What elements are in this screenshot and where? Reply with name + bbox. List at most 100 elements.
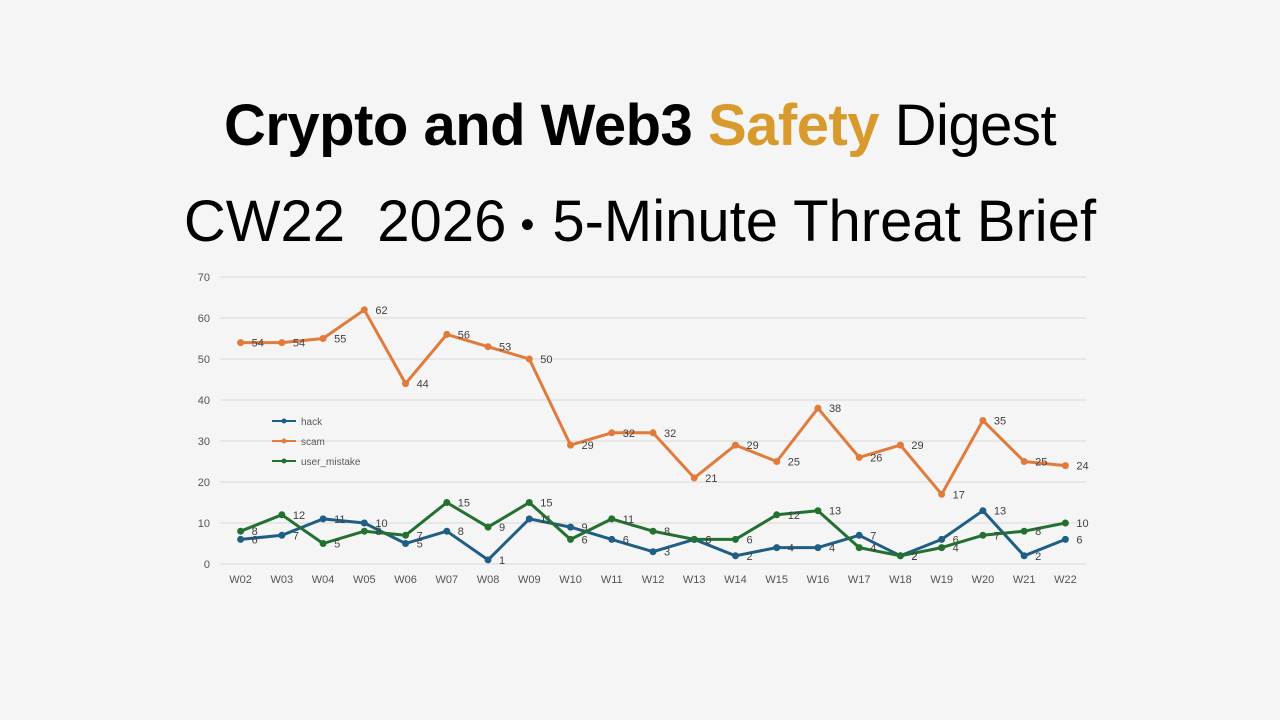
data-point xyxy=(649,548,657,556)
subtitle-rest: 5-Minute Threat Brief xyxy=(552,189,1097,254)
data-label: 11 xyxy=(540,514,551,526)
data-point xyxy=(814,544,822,552)
legend-marker xyxy=(281,458,287,464)
x-tick-label: W12 xyxy=(642,574,665,586)
data-label: 10 xyxy=(375,518,387,530)
data-point xyxy=(773,544,781,552)
data-point xyxy=(979,531,987,539)
subtitle-year: 2026 xyxy=(377,189,507,254)
data-point xyxy=(731,552,739,560)
x-tick-label: W07 xyxy=(435,574,458,586)
data-label: 26 xyxy=(870,452,882,464)
data-point xyxy=(855,544,863,552)
data-label: 3 xyxy=(664,547,670,559)
data-point xyxy=(896,552,904,560)
data-label: 6 xyxy=(623,534,629,546)
data-point xyxy=(855,453,863,461)
data-label: 8 xyxy=(252,526,258,538)
data-point xyxy=(690,474,698,482)
data-label: 9 xyxy=(582,522,588,534)
data-label: 5 xyxy=(334,539,340,551)
legend-marker xyxy=(281,418,287,424)
legend-label: scam xyxy=(301,437,325,448)
data-point xyxy=(1020,527,1028,535)
y-tick-label: 70 xyxy=(198,272,210,284)
data-point xyxy=(731,535,739,543)
data-label: 6 xyxy=(582,534,588,546)
legend-label: hack xyxy=(301,417,323,428)
data-point xyxy=(814,507,822,515)
data-label: 5 xyxy=(417,539,423,551)
data-label: 4 xyxy=(829,543,835,555)
data-label: 38 xyxy=(829,403,841,415)
data-label: 11 xyxy=(623,514,634,526)
data-label: 54 xyxy=(293,338,305,350)
data-point xyxy=(773,458,781,465)
data-point xyxy=(237,339,245,347)
data-point xyxy=(525,355,533,363)
legend-item-user_mistake: user_mistake xyxy=(272,457,361,468)
subtitle-separator: • xyxy=(520,203,535,248)
data-point xyxy=(319,515,327,523)
data-point xyxy=(360,519,368,527)
x-tick-label: W22 xyxy=(1054,574,1077,586)
x-tick-label: W10 xyxy=(559,574,582,586)
data-label: 25 xyxy=(788,457,800,469)
x-tick-label: W17 xyxy=(848,574,871,586)
data-label: 2 xyxy=(911,551,917,563)
data-point xyxy=(731,441,739,449)
data-label: 6 xyxy=(1076,534,1082,546)
data-point xyxy=(484,556,492,564)
x-tick-label: W19 xyxy=(930,574,953,586)
data-label: 29 xyxy=(582,440,594,452)
data-point xyxy=(608,429,616,437)
page-title: Crypto and Web3 Safety Digest xyxy=(0,92,1280,159)
y-tick-label: 30 xyxy=(198,436,210,448)
data-point xyxy=(278,531,286,539)
data-point xyxy=(567,441,575,449)
data-point xyxy=(278,511,286,519)
data-point xyxy=(360,306,368,314)
x-tick-label: W08 xyxy=(477,574,500,586)
data-point xyxy=(608,515,616,523)
data-point xyxy=(1061,535,1069,543)
x-tick-label: W09 xyxy=(518,574,541,586)
title-accent: Safety xyxy=(707,93,880,158)
data-point xyxy=(484,343,492,351)
data-label: 8 xyxy=(375,526,381,538)
data-point xyxy=(938,544,946,552)
data-label: 32 xyxy=(664,428,676,440)
x-tick-label: W15 xyxy=(765,574,788,586)
series-line xyxy=(240,308,1066,496)
data-point xyxy=(1020,458,1028,465)
data-label: 8 xyxy=(664,526,670,538)
data-label: 50 xyxy=(540,354,552,366)
x-tick-label: W16 xyxy=(807,574,830,586)
data-label: 44 xyxy=(417,379,429,391)
data-label: 53 xyxy=(499,342,511,354)
data-label: 4 xyxy=(788,543,794,555)
x-tick-label: W20 xyxy=(972,574,995,586)
data-label: 55 xyxy=(334,334,346,346)
data-label: 9 xyxy=(499,522,505,534)
x-tick-label: W04 xyxy=(312,574,335,586)
x-tick-label: W06 xyxy=(394,574,417,586)
legend-item-hack: hack xyxy=(272,417,323,428)
data-point xyxy=(278,339,286,347)
data-point xyxy=(567,535,575,543)
x-tick-label: W03 xyxy=(271,574,294,586)
data-label: 32 xyxy=(623,428,635,440)
data-label: 15 xyxy=(458,498,470,510)
data-label: 25 xyxy=(1035,457,1047,469)
data-label: 6 xyxy=(705,534,711,546)
data-label: 35 xyxy=(994,416,1006,428)
data-label: 2 xyxy=(1035,551,1041,563)
x-tick-label: W13 xyxy=(683,574,706,586)
series-scam: 54 54 55 62 44 56 53 50 29 32 32 21 29 25 38 26 29 17 35 25… xyxy=(237,305,1089,501)
data-label: 29 xyxy=(746,440,758,452)
data-label: 7 xyxy=(293,530,299,542)
data-point xyxy=(525,515,533,523)
data-label: 62 xyxy=(375,305,387,317)
data-label: 6 xyxy=(252,534,258,546)
data-label: 13 xyxy=(994,506,1006,518)
